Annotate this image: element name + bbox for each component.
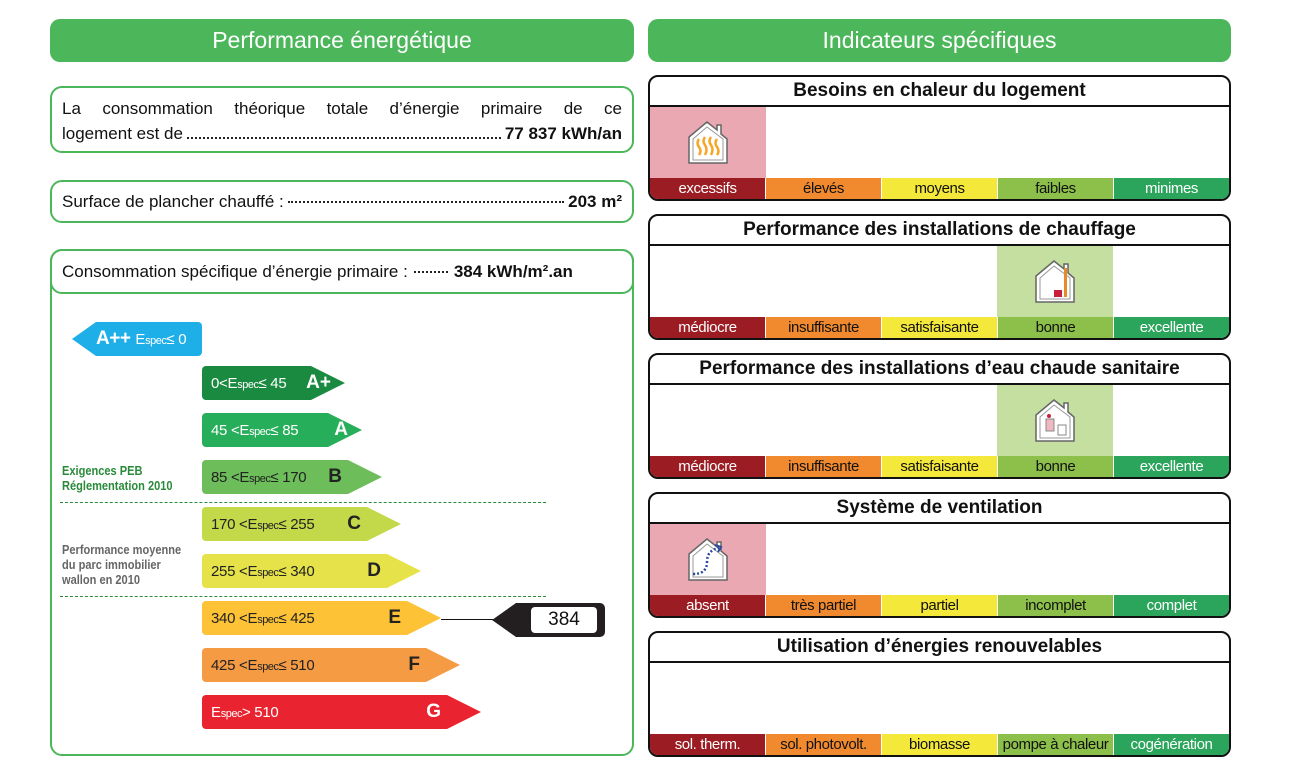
indicator-level-label: sol. photovolt. <box>765 734 881 755</box>
specific-consumption-box: Consommation spécifique d’énergie primai… <box>50 249 634 294</box>
indicator-level-label: faibles <box>997 178 1113 199</box>
indicator-level-label: insuffisante <box>765 456 881 477</box>
indicator-level-label: cogénération <box>1113 734 1229 755</box>
indicator-title: Performance des installations d’eau chau… <box>650 355 1229 385</box>
indicator-title: Système de ventilation <box>650 494 1229 524</box>
indicator-line <box>441 619 496 620</box>
house-boiler-icon <box>1035 259 1076 303</box>
house-heat-icon <box>688 120 728 164</box>
indicator-cell <box>766 663 882 734</box>
consumption-value: 77 837 kWh/an <box>504 124 622 143</box>
indicator-cell <box>997 385 1114 456</box>
indicator-cell <box>766 107 882 178</box>
indicator-level-label: satisfaisante <box>881 317 997 338</box>
surface-value: 203 m² <box>568 191 622 211</box>
indicator-cell <box>997 663 1113 734</box>
indicator-cell <box>882 107 998 178</box>
indicator-cell <box>997 246 1114 317</box>
total-consumption-box: La consommation théorique totale d’énerg… <box>50 86 634 153</box>
indicator-level-label: minimes <box>1113 178 1229 199</box>
consumption-label: logement est de <box>62 124 183 143</box>
divider <box>60 596 546 597</box>
indicator-level-label: pompe à chaleur <box>997 734 1113 755</box>
indicators-header: Indicateurs spécifiques <box>648 19 1231 62</box>
indicator-cell <box>882 246 998 317</box>
indicator-cell <box>766 246 882 317</box>
indicator-panel: Performance des installations d’eau chau… <box>648 353 1231 479</box>
indicator-cell <box>650 107 766 178</box>
indicator-cell <box>997 524 1113 595</box>
specific-label: Consommation spécifique d’énergie primai… <box>62 261 408 281</box>
indicator-title: Besoins en chaleur du logement <box>650 77 1229 107</box>
indicator-level-label: biomasse <box>881 734 997 755</box>
indicator-level-label: élevés <box>765 178 881 199</box>
indicator-cell <box>1113 524 1229 595</box>
indicator-cell <box>650 246 766 317</box>
indicator-level-label: médiocre <box>650 317 765 338</box>
indicator-level-label: excellente <box>1113 456 1229 477</box>
indicator-level-label: satisfaisante <box>881 456 997 477</box>
indicator-level-label: bonne <box>997 456 1113 477</box>
indicator-title: Performance des installations de chauffa… <box>650 216 1229 246</box>
surface-label: Surface de plancher chauffé : <box>62 191 284 211</box>
indicator-level-label: moyens <box>881 178 997 199</box>
surface-box: Surface de plancher chauffé : 203 m² <box>50 180 634 223</box>
peb-requirements-note: Exigences PEB Réglementation 2010 <box>62 463 173 493</box>
indicator-cell <box>1113 107 1229 178</box>
indicator-cell <box>882 385 998 456</box>
divider <box>60 502 546 503</box>
indicator-cell <box>650 524 766 595</box>
indicator-cell <box>997 107 1113 178</box>
indicator-panel: Utilisation d’énergies renouvelables sol.… <box>648 631 1231 757</box>
indicator-level-label: partiel <box>881 595 997 616</box>
indicator-cell <box>1113 246 1229 317</box>
indicator-level-label: très partiel <box>765 595 881 616</box>
performance-header: Performance énergétique <box>50 19 634 62</box>
specific-value: 384 kWh/m².an <box>453 261 573 281</box>
indicator-cell <box>766 385 882 456</box>
indicator-level-label: excessifs <box>650 178 765 199</box>
indicator-cell <box>1113 385 1229 456</box>
indicator-level-label: médiocre <box>650 456 765 477</box>
house-ventilation-icon <box>688 537 728 581</box>
indicator-level-label: complet <box>1113 595 1229 616</box>
average-performance-note: Performance moyenne du parc immobilier wal… <box>62 542 182 587</box>
house-water-heater-icon <box>1035 398 1076 442</box>
indicator-cell <box>1113 663 1229 734</box>
indicator-level-label: excellente <box>1113 317 1229 338</box>
indicator-panel: Système de ventilation absent très partiel… <box>648 492 1231 618</box>
consumption-text: La consommation théorique totale d’énerg… <box>62 99 622 118</box>
indicator-cell <box>766 524 882 595</box>
indicator-level-label: absent <box>650 595 765 616</box>
indicator-panel: Performance des installations de chauffa… <box>648 214 1231 340</box>
indicator-cell <box>650 663 766 734</box>
indicator-level-label: bonne <box>997 317 1113 338</box>
current-value: 384 <box>531 607 597 633</box>
indicator-level-label: sol. therm. <box>650 734 765 755</box>
indicator-title: Utilisation d’énergies renouvelables <box>650 633 1229 663</box>
indicator-cell <box>882 663 998 734</box>
indicator-cell <box>882 524 998 595</box>
indicator-level-label: insuffisante <box>765 317 881 338</box>
indicator-cell <box>650 385 766 456</box>
indicator-level-label: incomplet <box>997 595 1113 616</box>
indicator-panel: Besoins en chaleur du logement excessifs é… <box>648 75 1231 201</box>
